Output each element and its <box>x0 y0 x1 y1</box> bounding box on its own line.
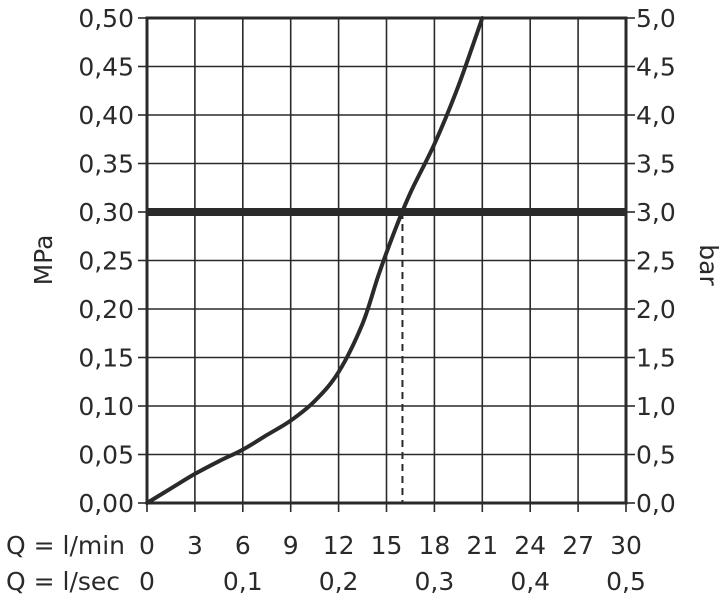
x-tick-label-lsec: 0,4 <box>510 567 550 596</box>
x-tick-label-lmin: 12 <box>323 531 355 560</box>
x-tick-label-lmin: 6 <box>235 531 251 560</box>
y-right-tick-label: 3,0 <box>636 198 676 227</box>
y-left-tick-label: 0,00 <box>78 489 134 518</box>
y-right-tick-label: 0,5 <box>636 441 676 470</box>
x-tick-label-lsec: 0 <box>139 567 155 596</box>
y-left-tick-label: 0,25 <box>78 247 134 276</box>
x-tick-label-lmin: 0 <box>139 531 155 560</box>
pressure-flow-curve <box>145 16 485 505</box>
y-left-tick-label: 0,45 <box>78 53 134 82</box>
x-tick-label-lmin: 27 <box>562 531 594 560</box>
x-tick-label-lmin: 3 <box>187 531 203 560</box>
y-right-tick-label: 3,5 <box>636 150 676 179</box>
x-tick-label-lsec: 0,5 <box>606 567 646 596</box>
x-tick-label-lsec: 0,3 <box>415 567 455 596</box>
y-left-tick-label: 0,10 <box>78 392 134 421</box>
y-left-tick-label: 0,50 <box>78 4 134 33</box>
y-right-tick-label: 4,5 <box>636 53 676 82</box>
y-right-tick-label: 2,0 <box>636 295 676 324</box>
grid <box>147 18 626 503</box>
y-left-tick-label: 0,05 <box>78 441 134 470</box>
y-right-tick-label: 4,0 <box>636 101 676 130</box>
y-left-tick-label: 0,15 <box>78 344 134 373</box>
x-tick-label-lmin: 18 <box>418 531 450 560</box>
x-axis-label-lmin: Q = l/min <box>6 531 125 560</box>
y-right-tick-label: 1,5 <box>636 344 676 373</box>
x-tick-label-lsec: 0,2 <box>319 567 359 596</box>
curve-layer <box>145 16 485 505</box>
x-tick-label-lmin: 30 <box>610 531 642 560</box>
y-left-tick-label: 0,20 <box>78 295 134 324</box>
y-axis-left-label: MPa <box>29 235 58 286</box>
x-tick-label-lsec: 0,1 <box>223 567 263 596</box>
tick-labels: 0,000,050,100,150,200,250,300,350,400,45… <box>78 4 675 596</box>
y-left-tick-label: 0,30 <box>78 198 134 227</box>
x-tick-label-lmin: 9 <box>283 531 299 560</box>
y-left-tick-label: 0,35 <box>78 150 134 179</box>
x-axis-label-lsec: Q = l/sec <box>6 567 120 596</box>
x-tick-label-lmin: 21 <box>466 531 498 560</box>
y-axis-right-label: bar <box>694 244 720 286</box>
y-right-tick-label: 1,0 <box>636 392 676 421</box>
y-right-tick-label: 0,0 <box>636 489 676 518</box>
y-right-tick-label: 5,0 <box>636 4 676 33</box>
x-tick-label-lmin: 15 <box>371 531 403 560</box>
y-right-tick-label: 2,5 <box>636 247 676 276</box>
reference-lines <box>147 208 626 503</box>
x-tick-label-lmin: 24 <box>514 531 546 560</box>
y-left-tick-label: 0,40 <box>78 101 134 130</box>
